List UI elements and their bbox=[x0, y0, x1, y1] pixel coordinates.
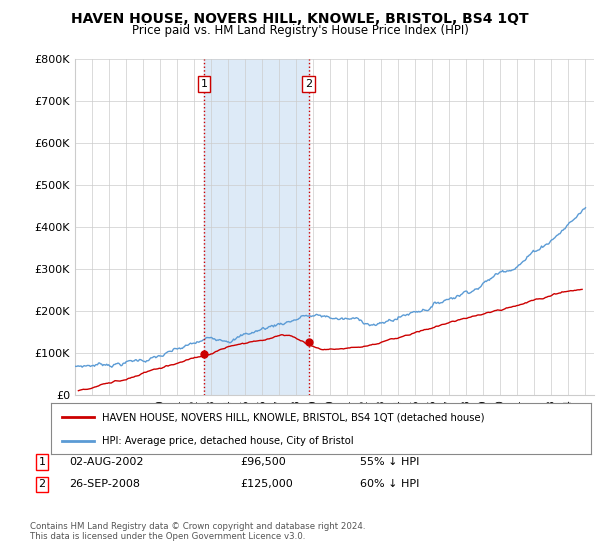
Text: £96,500: £96,500 bbox=[240, 457, 286, 467]
Text: 26-SEP-2008: 26-SEP-2008 bbox=[69, 479, 140, 489]
Text: Contains HM Land Registry data © Crown copyright and database right 2024.
This d: Contains HM Land Registry data © Crown c… bbox=[30, 522, 365, 542]
Text: 1: 1 bbox=[200, 79, 208, 89]
Text: HAVEN HOUSE, NOVERS HILL, KNOWLE, BRISTOL, BS4 1QT: HAVEN HOUSE, NOVERS HILL, KNOWLE, BRISTO… bbox=[71, 12, 529, 26]
Bar bbox=[204, 59, 309, 395]
Text: 60% ↓ HPI: 60% ↓ HPI bbox=[360, 479, 419, 489]
Text: 2: 2 bbox=[38, 479, 46, 489]
Text: 55% ↓ HPI: 55% ↓ HPI bbox=[360, 457, 419, 467]
Text: 2: 2 bbox=[305, 79, 313, 89]
Text: 1: 1 bbox=[38, 457, 46, 467]
Text: 02-AUG-2002: 02-AUG-2002 bbox=[69, 457, 143, 467]
Text: HPI: Average price, detached house, City of Bristol: HPI: Average price, detached house, City… bbox=[103, 436, 354, 446]
Text: £125,000: £125,000 bbox=[240, 479, 293, 489]
Text: HAVEN HOUSE, NOVERS HILL, KNOWLE, BRISTOL, BS4 1QT (detached house): HAVEN HOUSE, NOVERS HILL, KNOWLE, BRISTO… bbox=[103, 412, 485, 422]
Text: Price paid vs. HM Land Registry's House Price Index (HPI): Price paid vs. HM Land Registry's House … bbox=[131, 24, 469, 37]
